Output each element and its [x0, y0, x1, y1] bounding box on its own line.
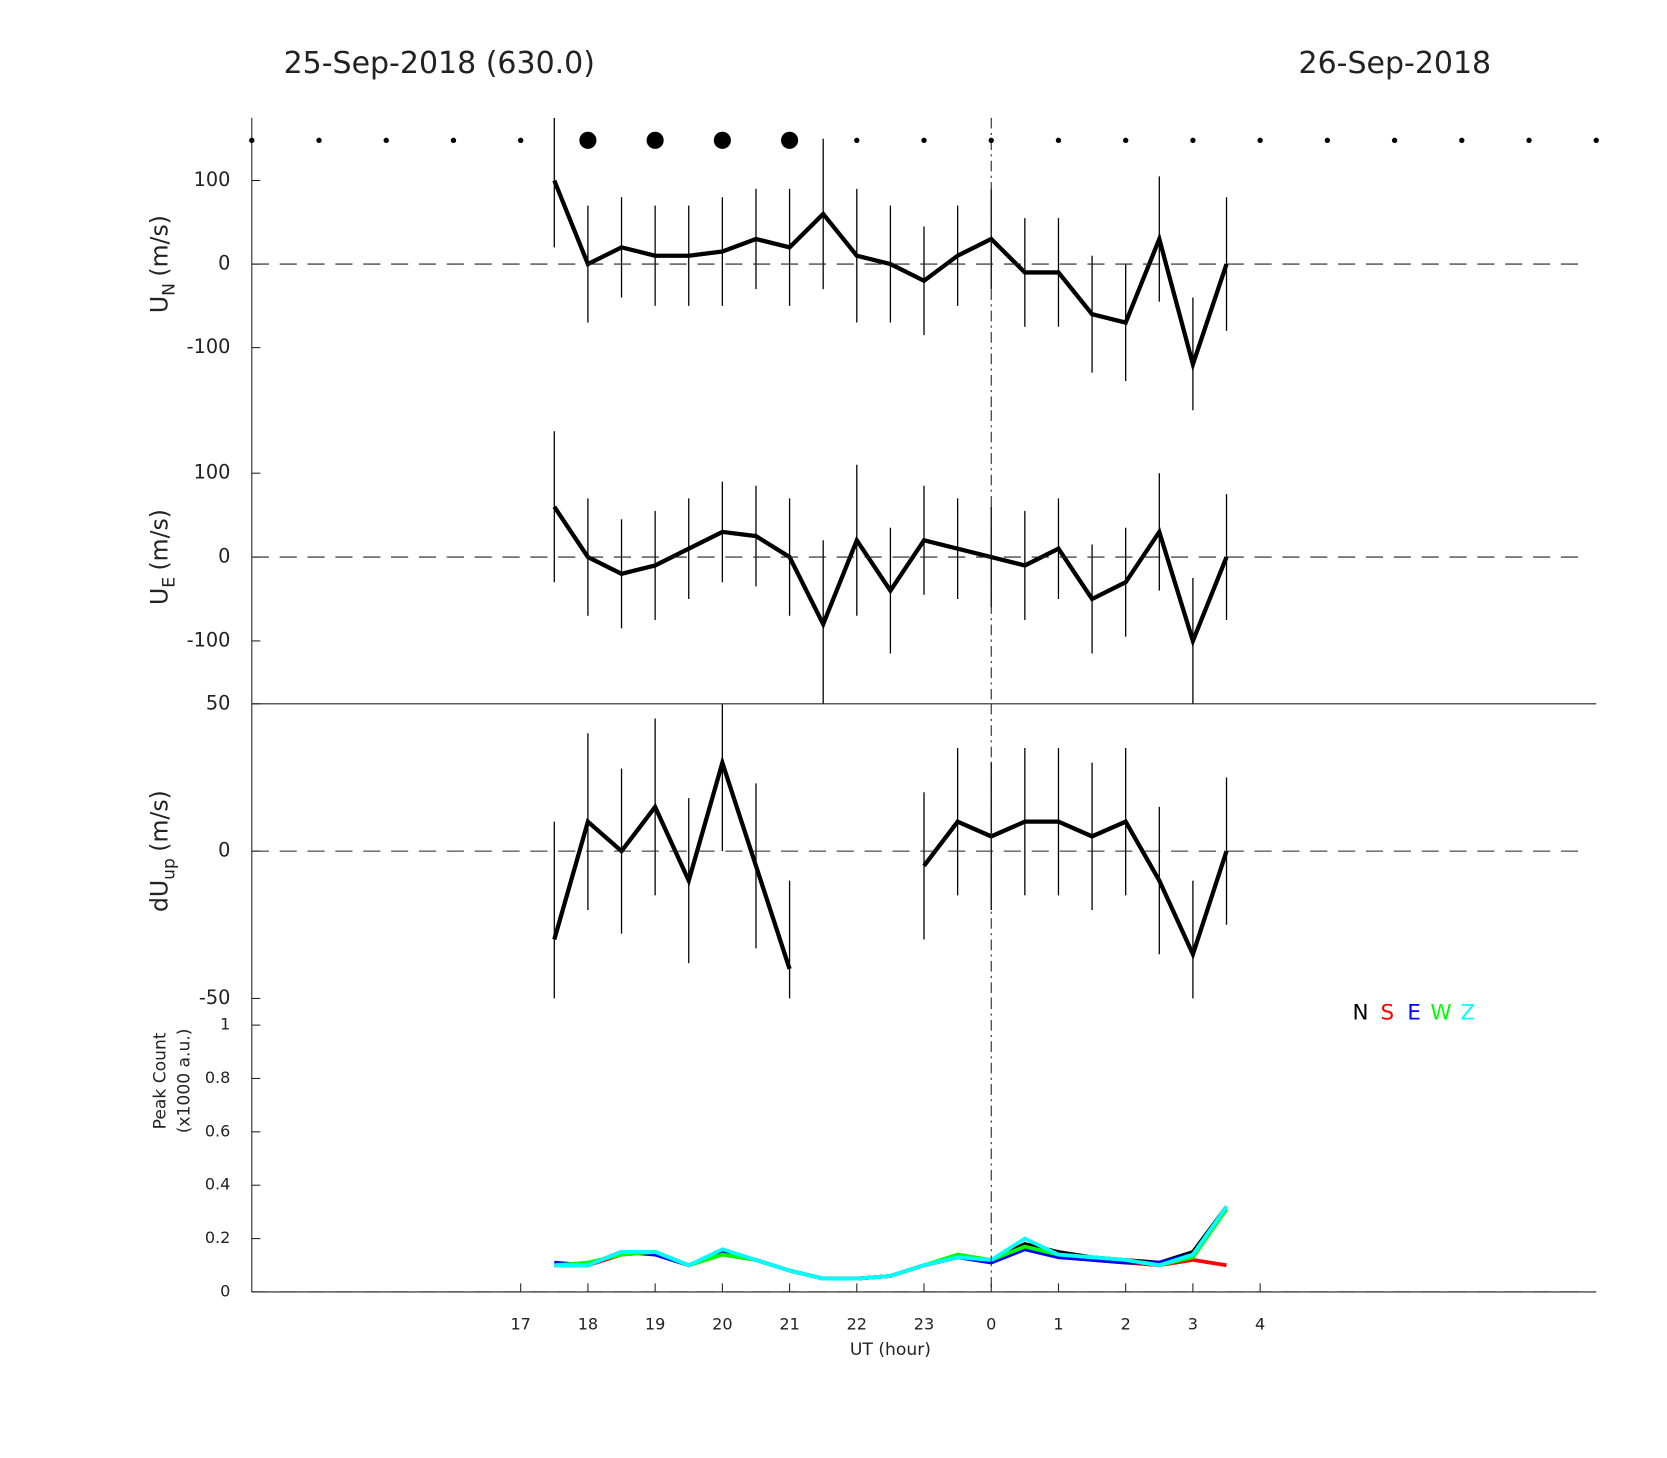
y-tick-label: 0	[220, 1281, 230, 1300]
x-tick-label: 0	[986, 1315, 996, 1334]
y-label-sub: E	[159, 577, 179, 588]
series-line	[554, 1205, 1229, 1281]
x-tick-label: 17	[510, 1315, 530, 1334]
y-label-main: dU	[145, 880, 173, 912]
series-line	[554, 1205, 1229, 1281]
marker	[646, 131, 664, 149]
marker	[781, 131, 799, 149]
hour-dot	[854, 137, 860, 144]
y-label: UE (m/s)	[145, 509, 179, 605]
hour-dot	[921, 137, 927, 144]
y-tick-label: -50	[199, 986, 230, 1009]
hour-dot	[518, 137, 524, 144]
hour-dot	[1593, 137, 1599, 144]
x-tick-label: 18	[578, 1315, 598, 1334]
legend-entry: W	[1430, 1000, 1451, 1025]
hour-dot	[1190, 137, 1196, 144]
panel	[552, 431, 1229, 704]
x-tick-label: 3	[1188, 1315, 1198, 1334]
y-label-main: U	[145, 296, 173, 313]
y-tick-label: 0.2	[205, 1228, 231, 1247]
x-tick-label: 20	[712, 1315, 732, 1334]
x-tick-label: 21	[779, 1315, 799, 1334]
y-tick-label: 100	[194, 461, 231, 484]
hour-dot	[1324, 137, 1331, 144]
series-line	[554, 1208, 1229, 1281]
y-tick-label: 0.6	[205, 1121, 231, 1140]
legend-entry: E	[1407, 1000, 1421, 1025]
x-tick-label: 19	[645, 1315, 665, 1334]
x-tick-label: 4	[1255, 1315, 1265, 1334]
y-tick-label: 0	[218, 545, 230, 568]
hour-dot	[988, 137, 994, 144]
y-tick-label: -100	[187, 335, 231, 358]
y-tick-label: 1	[220, 1015, 230, 1034]
series-line	[554, 1208, 1229, 1281]
mean-line	[552, 179, 1229, 372]
hour-dot	[1526, 137, 1532, 144]
y-tick-label: 50	[206, 691, 231, 714]
hour-dot	[249, 137, 255, 144]
legend-entry: S	[1381, 1000, 1395, 1025]
y-label-unit: (m/s)	[145, 215, 173, 277]
y-label-unit: (m/s)	[145, 509, 173, 571]
title-left: 25-Sep-2018 (630.0)	[284, 46, 595, 81]
y-tick-label: 0	[218, 252, 230, 275]
x-tick-label: 22	[847, 1315, 867, 1334]
y-tick-label: 100	[194, 168, 231, 191]
x-tick-label: 23	[914, 1315, 934, 1334]
title-right: 26-Sep-2018	[1299, 46, 1492, 81]
hour-dot	[1055, 137, 1062, 144]
hour-dot	[316, 137, 322, 144]
y-tick-label: -100	[187, 628, 231, 651]
hour-dot	[450, 137, 457, 144]
legend-entry: N	[1353, 1000, 1369, 1025]
y-label-sub: N	[159, 283, 179, 296]
y-label: dUup (m/s)	[145, 790, 179, 912]
y-tick-label: 0	[218, 839, 230, 862]
mean-line	[552, 755, 1229, 970]
hour-dot	[1257, 137, 1263, 144]
panel	[552, 703, 1229, 999]
y-label-sub: up	[159, 858, 179, 880]
x-label: UT (hour)	[850, 1340, 931, 1360]
panel	[552, 117, 1229, 411]
panel	[554, 1205, 1229, 1281]
x-tick-label: 2	[1121, 1315, 1131, 1334]
y-label-unit: (m/s)	[145, 790, 173, 852]
y-label: Peak Count	[151, 1032, 171, 1129]
y-tick-label: 0.8	[205, 1068, 231, 1087]
y-tick-label: 0.4	[205, 1175, 231, 1194]
marker	[579, 131, 597, 149]
x-tick-label: 1	[1053, 1315, 1063, 1334]
marker	[713, 131, 731, 149]
y-label-main: U	[145, 588, 173, 605]
hour-dot	[1459, 137, 1465, 144]
mean-line	[552, 505, 1229, 648]
hour-dot	[1391, 137, 1398, 144]
y-label: UN (m/s)	[145, 215, 179, 313]
y-label-unit: (x1000 a.u.)	[174, 1029, 194, 1134]
legend-entry: Z	[1460, 1000, 1475, 1025]
hour-dot	[383, 137, 389, 144]
hour-dot	[1123, 137, 1129, 144]
